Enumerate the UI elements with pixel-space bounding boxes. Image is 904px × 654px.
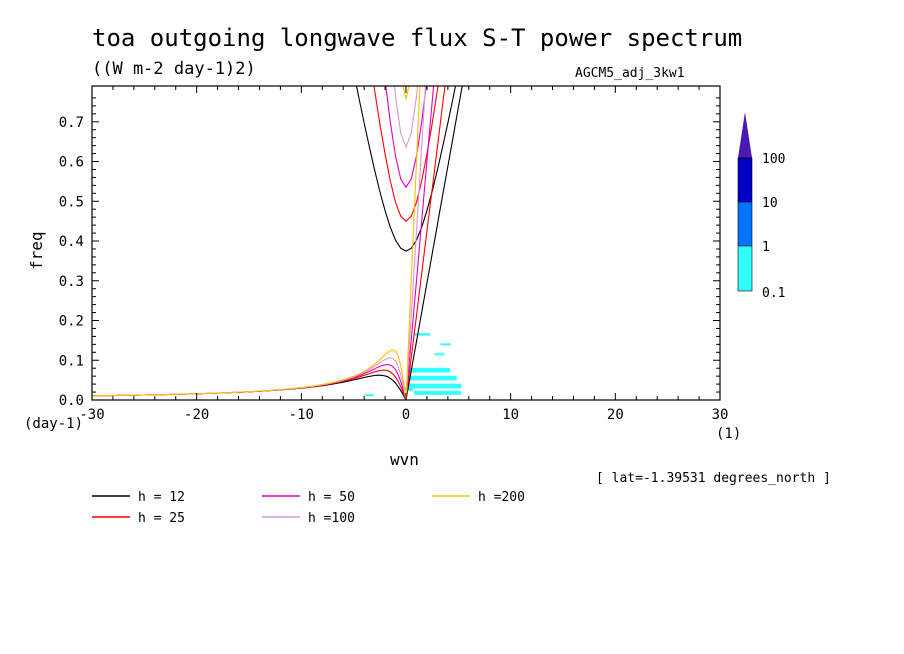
- power-patch-0: [413, 333, 431, 336]
- y-tick-label: 0.1: [59, 353, 84, 369]
- chart-units: ((W m-2 day-1)2): [92, 59, 256, 79]
- curve-h-200-rossby: [92, 349, 407, 400]
- y-unit-label: (day-1): [24, 416, 83, 432]
- curve-h-12-gravity: [355, 86, 457, 252]
- y-tick-label: 0.2: [59, 314, 84, 330]
- dataset-label: AGCM5_adj_3kw1: [575, 66, 685, 81]
- x-tick-label: 0: [402, 407, 410, 423]
- curve-h-25-kelvin: [405, 86, 446, 400]
- power-patch-5: [409, 383, 462, 389]
- x-unit-label: (1): [716, 426, 741, 442]
- colorbar-label: 100: [762, 152, 785, 167]
- colorbar-box: [738, 246, 752, 291]
- curve-h-25-gravity: [373, 86, 439, 222]
- x-axis-label: wvn: [390, 450, 419, 469]
- axis-ticks: -30 -20 -10 0 10 20 30 0.0 0.1 0.2 0.3 0.4 0.5 0.6 0.7: [59, 86, 729, 423]
- power-patch-6: [413, 390, 461, 395]
- colorbar-box: [738, 158, 752, 202]
- power-patch-3: [408, 367, 450, 373]
- curve-h-50-gravity: [385, 86, 427, 189]
- colorbar-box: [738, 202, 752, 246]
- curve-h-100-gravity: [393, 86, 419, 149]
- colorbar-frame: [737, 157, 753, 292]
- y-tick-label: 0.5: [59, 194, 84, 210]
- legend-label: h = 50: [308, 490, 355, 505]
- legend-label: h = 12: [138, 490, 185, 505]
- legend-label: h =200: [478, 490, 525, 505]
- power-patch-8: [364, 394, 375, 397]
- curve-h-50-kelvin: [405, 86, 435, 400]
- x-tick-label: -20: [184, 407, 209, 423]
- curve-h-200-gravity: [402, 86, 410, 100]
- power-patch-1: [440, 343, 452, 346]
- y-tick-label: 0.0: [59, 393, 84, 409]
- legend-label: h =100: [308, 511, 355, 526]
- chart-title: toa outgoing longwave flux S-T power spe…: [92, 24, 742, 52]
- power-patch-2: [434, 353, 445, 356]
- x-tick-label: 10: [502, 407, 519, 423]
- x-tick-label: 30: [712, 407, 729, 423]
- y-tick-label: 0.4: [59, 234, 84, 250]
- curve-h-12-rossby: [92, 374, 407, 400]
- y-tick-label: 0.7: [59, 115, 84, 131]
- location-label: [ lat=-1.39531 degrees_north ]: [596, 471, 831, 486]
- x-tick-label: -30: [79, 407, 104, 423]
- legend: h = 12 h = 25 h = 50 h =100 h =200: [92, 490, 525, 526]
- plot-frame: [91, 85, 721, 401]
- colorbar-label: 10: [762, 196, 778, 211]
- curve-h-12-kelvin: [405, 86, 463, 400]
- y-tick-label: 0.3: [59, 274, 84, 290]
- colorbar-arrow: [738, 112, 752, 158]
- y-tick-label: 0.6: [59, 155, 84, 171]
- colorbar-label: 1: [762, 240, 770, 255]
- legend-label: h = 25: [138, 511, 185, 526]
- colorbar-label: 0.1: [762, 286, 785, 301]
- curve-h-200-kelvin: [405, 86, 421, 400]
- dispersion-curves: [92, 86, 463, 400]
- y-axis-label: freq: [27, 231, 46, 270]
- power-patch-4: [409, 375, 457, 381]
- plot-area: -30 -20 -10 0 10 20 30 0.0 0.1 0.2 0.3 0.4 0.5 0.6 0.7: [59, 85, 729, 423]
- color-scale: 100 10 1 0.1: [737, 112, 785, 301]
- x-tick-label: -10: [289, 407, 314, 423]
- x-tick-label: 20: [607, 407, 624, 423]
- curve-h-100-kelvin: [405, 86, 427, 400]
